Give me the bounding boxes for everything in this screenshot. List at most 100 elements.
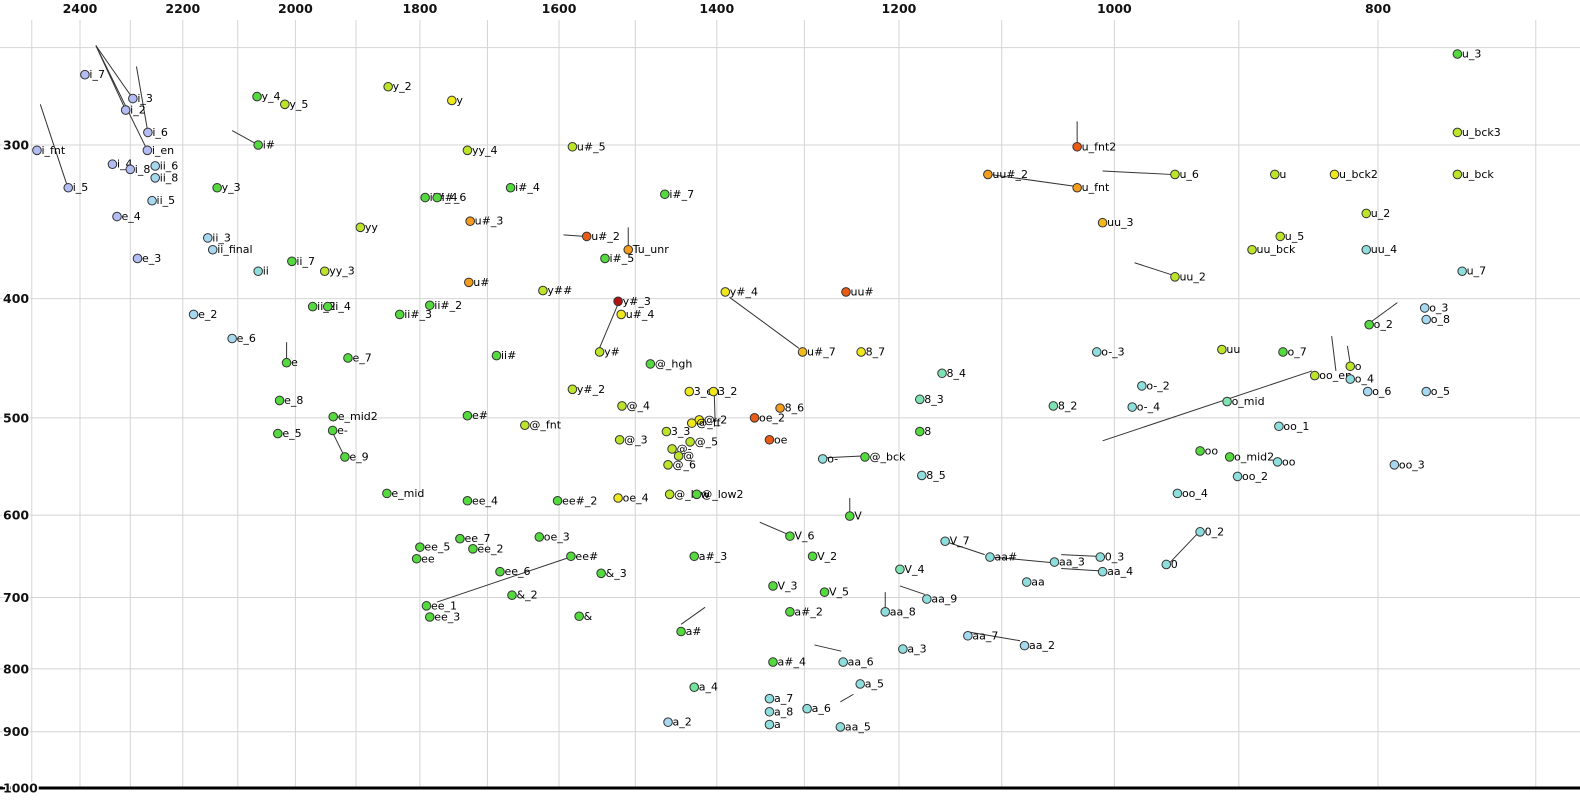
point-label: u <box>1279 168 1286 181</box>
data-point <box>566 551 576 562</box>
connector-line <box>989 173 1074 187</box>
point-label: @_low2 <box>701 488 743 501</box>
connector-line <box>814 644 842 652</box>
data-point <box>1457 266 1467 277</box>
point-label: i_6 <box>152 126 168 139</box>
data-point <box>280 99 290 110</box>
data-point <box>856 347 866 357</box>
point-label: @_6 <box>673 458 697 471</box>
point-label: oe <box>774 433 788 446</box>
point-label: ee_5 <box>424 541 450 554</box>
point-label: Tu_unr <box>632 243 669 256</box>
point-label: @_hgh <box>655 357 692 370</box>
data-point <box>132 253 143 264</box>
point-label: e_7 <box>352 351 371 364</box>
point-label: a#_2 <box>794 605 822 618</box>
x-tick-label: 1400 <box>699 1 734 16</box>
point-label: 0_2 <box>1205 525 1225 538</box>
y-tick-label: 600 <box>3 508 29 523</box>
point-label: u#_5 <box>577 140 606 153</box>
connector-line <box>840 693 854 703</box>
y-tick-label: 500 <box>3 410 29 425</box>
point-label: a# <box>686 625 702 638</box>
data-point <box>150 172 161 183</box>
data-point <box>567 141 578 152</box>
data-point <box>274 395 285 406</box>
data-point <box>202 233 213 243</box>
connector-line <box>598 303 619 350</box>
data-point <box>1127 402 1138 412</box>
point-label: ii_final <box>217 243 252 256</box>
point-label: yy <box>365 221 379 234</box>
point-label: a_2 <box>673 716 692 729</box>
point-label: o-_4 <box>1137 401 1160 414</box>
point-label: ii_3 <box>212 231 231 244</box>
data-point <box>689 551 700 562</box>
data-point <box>411 553 422 564</box>
connector-line <box>1134 262 1174 276</box>
data-point <box>125 164 136 175</box>
point-label: o_mid <box>1232 395 1265 408</box>
data-point <box>1172 488 1183 499</box>
point-label: a_6 <box>812 702 831 715</box>
data-point <box>1345 374 1356 384</box>
data-point <box>1272 457 1283 467</box>
data-point <box>685 437 695 447</box>
point-label: 8 <box>924 425 931 438</box>
data-point <box>1345 361 1356 372</box>
point-label: u# <box>473 276 489 289</box>
data-point <box>507 590 517 601</box>
data-point <box>80 69 90 80</box>
data-point <box>112 211 122 222</box>
data-point <box>1224 452 1235 462</box>
point-label: 8_6 <box>785 402 805 415</box>
data-point <box>340 452 350 462</box>
data-point <box>1361 208 1372 219</box>
data-point <box>253 266 263 277</box>
point-label: o_5 <box>1431 385 1450 398</box>
data-point <box>505 182 516 193</box>
y-tick-label: 700 <box>3 590 29 605</box>
data-point <box>343 353 353 363</box>
point-label: @_fnt <box>529 419 561 432</box>
data-point <box>1452 169 1463 180</box>
point-label: u#_7 <box>807 345 836 358</box>
point-label: o_6 <box>1372 385 1391 398</box>
point-label: a_5 <box>865 677 884 690</box>
data-point <box>1274 421 1284 432</box>
data-point <box>764 706 775 717</box>
data-point <box>1195 446 1205 456</box>
data-point <box>764 719 775 730</box>
data-point <box>1049 557 1060 567</box>
data-point <box>307 301 318 312</box>
point-label: ee#_2 <box>562 494 597 507</box>
point-label: a_8 <box>774 705 793 718</box>
point-label: u_bck3 <box>1462 126 1501 139</box>
point-label: 8_2 <box>1058 399 1078 412</box>
data-point <box>915 426 925 437</box>
data-point <box>188 309 199 320</box>
point-label: a_4 <box>699 681 718 694</box>
point-label: e# <box>472 409 488 422</box>
x-tick-label: 800 <box>1365 1 1391 16</box>
data-point <box>394 309 405 320</box>
data-point <box>673 451 684 461</box>
point-label: i#_4 <box>515 181 540 194</box>
point-label: uu# <box>850 285 873 298</box>
point-label: oo <box>1282 455 1296 468</box>
point-label: 8_3 <box>924 393 944 406</box>
point-label: uu <box>1226 343 1240 356</box>
data-point <box>983 169 993 180</box>
data-point <box>613 296 623 307</box>
point-label: i#_7 <box>669 188 694 201</box>
point-label: 8_4 <box>947 367 967 380</box>
data-point <box>1097 217 1108 228</box>
point-label: @_3 <box>624 433 648 446</box>
point-label: o_mid2 <box>1234 450 1274 463</box>
data-point <box>128 93 138 104</box>
connector-line <box>332 432 345 456</box>
data-point <box>424 612 435 622</box>
point-label: oe_3 <box>544 530 570 543</box>
data-point <box>142 145 153 156</box>
